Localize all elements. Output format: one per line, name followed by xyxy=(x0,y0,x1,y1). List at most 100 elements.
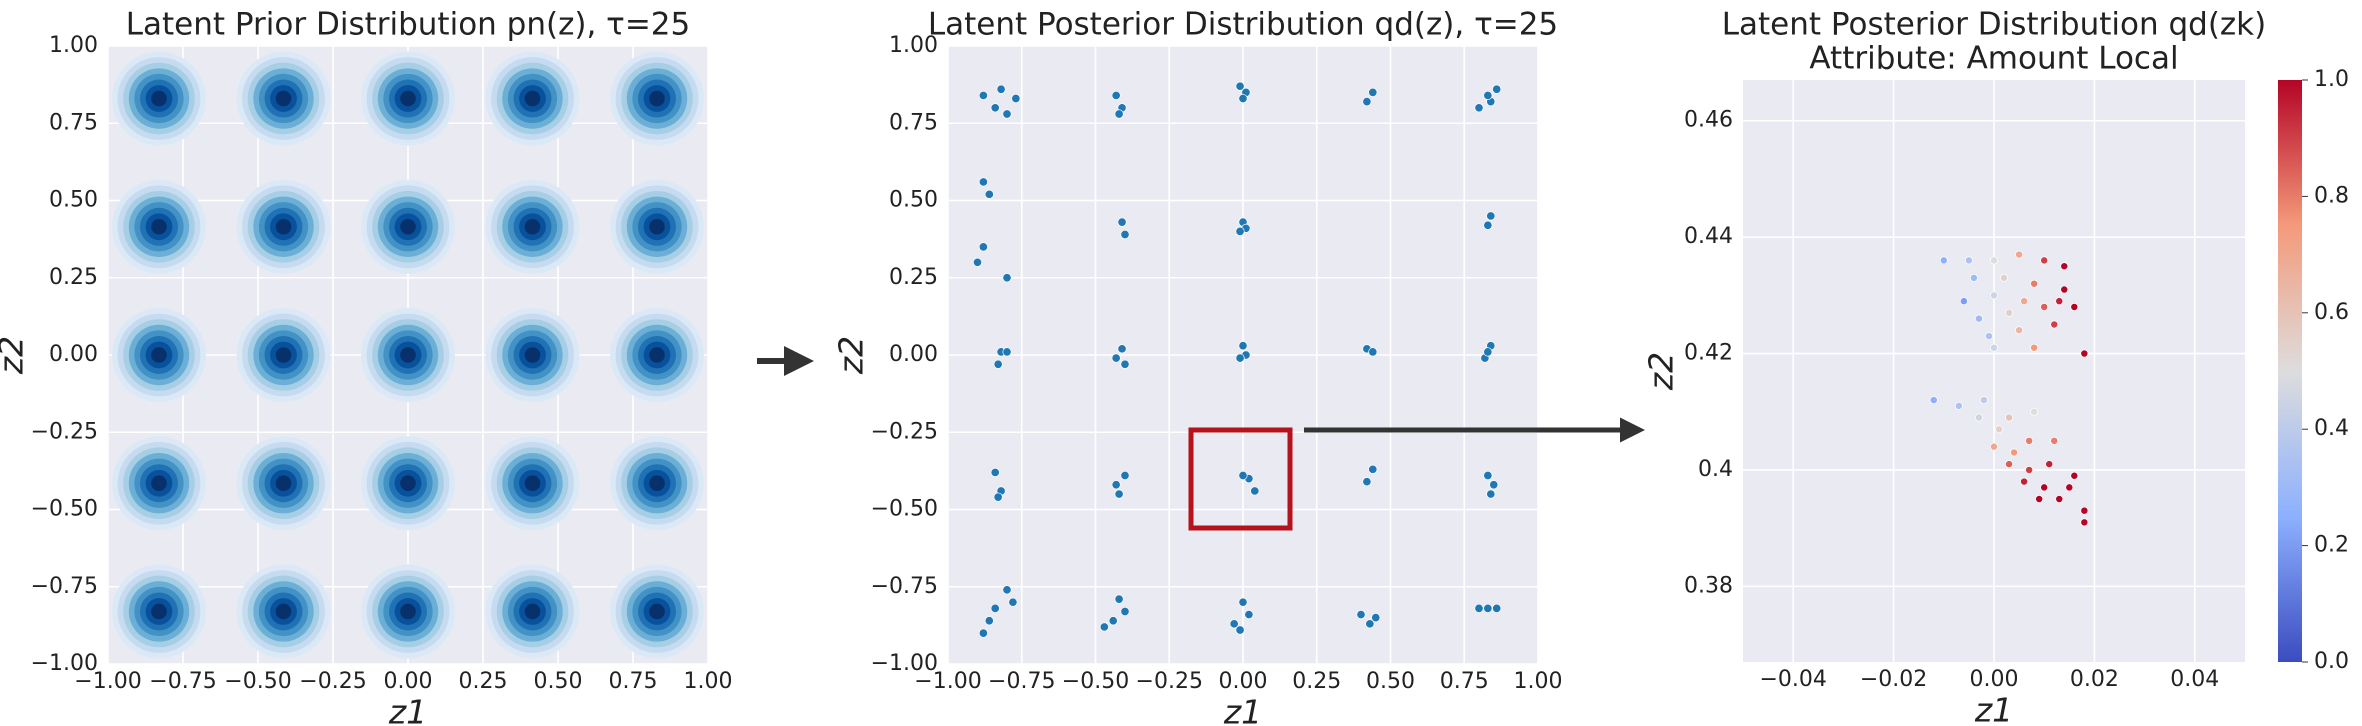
x-tick-label: −1.00 xyxy=(914,669,981,694)
contour xyxy=(361,51,455,146)
contour-level xyxy=(151,603,167,620)
point xyxy=(2025,465,2034,474)
contour-level xyxy=(400,475,416,492)
panel: −1.00 −0.75 −0.50 −0.25 0.00 0.25 0.50 0.75 1.00… xyxy=(0,7,732,726)
contour-level xyxy=(649,347,665,363)
contour xyxy=(112,179,206,274)
point xyxy=(1371,613,1381,623)
point xyxy=(2060,285,2069,294)
point xyxy=(1492,84,1502,94)
point xyxy=(2035,495,2044,503)
point xyxy=(2055,297,2064,306)
y-tick-label: −1.00 xyxy=(31,651,98,676)
point xyxy=(2015,250,2024,259)
point xyxy=(1108,616,1118,626)
contour xyxy=(610,564,704,659)
point xyxy=(1974,413,1983,422)
point xyxy=(1486,489,1496,499)
point xyxy=(993,359,1003,369)
point xyxy=(1929,396,1938,405)
point xyxy=(1238,341,1248,351)
point xyxy=(2030,343,2039,352)
contour xyxy=(112,51,206,146)
contour-level xyxy=(151,90,167,107)
x-tick-label: 0.02 xyxy=(2070,667,2119,692)
contour xyxy=(610,179,704,274)
point xyxy=(1959,297,1968,306)
contour xyxy=(236,179,331,274)
point xyxy=(1474,103,1484,113)
point xyxy=(990,603,1000,613)
point xyxy=(2070,471,2079,480)
point xyxy=(1111,353,1121,363)
point xyxy=(984,189,994,199)
colorbar-tick-label: 0.0 xyxy=(2314,649,2349,674)
y-tick-label: 0.44 xyxy=(1684,224,1733,249)
point xyxy=(2030,407,2039,416)
marks xyxy=(1929,250,2089,527)
contour xyxy=(610,308,704,402)
x-tick-label: −0.02 xyxy=(1860,667,1927,692)
point xyxy=(1238,597,1248,607)
x-tick-label: 0.04 xyxy=(2170,667,2219,692)
x-tick-label: −0.50 xyxy=(1062,669,1129,694)
point xyxy=(2040,256,2049,265)
point xyxy=(1235,625,1245,635)
point xyxy=(1964,256,1973,265)
y-tick-label: 1.00 xyxy=(889,33,938,58)
point xyxy=(1229,619,1239,629)
contour xyxy=(485,308,580,402)
point xyxy=(1483,220,1493,230)
point xyxy=(2080,349,2089,358)
point xyxy=(1483,347,1493,357)
contour xyxy=(485,179,580,274)
point xyxy=(1114,109,1124,119)
point xyxy=(1990,291,1998,300)
point xyxy=(2050,436,2059,445)
colorbar-tick-label: 0.2 xyxy=(2314,533,2349,558)
point xyxy=(2060,262,2069,271)
contour-level xyxy=(400,347,416,363)
point xyxy=(2030,279,2039,288)
y-tick-label: 0.4 xyxy=(1698,457,1733,482)
colorbar-tick-label: 1.0 xyxy=(2314,67,2349,92)
x-tick-label: 1.00 xyxy=(684,669,733,694)
point xyxy=(1486,211,1496,221)
contour xyxy=(236,308,331,402)
contour-level xyxy=(400,603,416,620)
x-tick-label: 0.00 xyxy=(384,669,433,694)
x-tick-label: 1.00 xyxy=(1514,669,1563,694)
x-axis-label: z1 xyxy=(1974,691,2013,726)
contour xyxy=(361,564,455,659)
y-tick-label: 0.75 xyxy=(49,110,98,135)
point xyxy=(1939,256,1948,265)
contour-level xyxy=(151,218,167,235)
point xyxy=(1111,90,1121,100)
point xyxy=(972,257,983,267)
point xyxy=(990,467,1000,477)
point xyxy=(1974,314,1983,323)
chart-title: Latent Posterior Distribution qd(zk) xyxy=(1722,7,2266,43)
contour xyxy=(361,179,455,274)
x-tick-label: −1.00 xyxy=(74,669,141,694)
y-tick-label: 0.42 xyxy=(1684,341,1733,366)
y-tick-label: −0.75 xyxy=(871,574,938,599)
x-tick-label: −0.04 xyxy=(1759,667,1826,692)
point xyxy=(1365,619,1375,629)
point xyxy=(1002,585,1012,595)
point xyxy=(1995,425,2003,434)
contour-level xyxy=(151,347,167,363)
contour xyxy=(610,51,704,146)
point xyxy=(1990,256,1998,265)
point xyxy=(978,90,988,100)
point xyxy=(1474,603,1484,613)
contour-level xyxy=(649,218,665,235)
point xyxy=(2020,297,2029,306)
point xyxy=(1985,332,1993,341)
point xyxy=(2050,320,2059,329)
y-axis-label: z2 xyxy=(832,336,871,375)
highlight-box xyxy=(1188,427,1293,531)
point xyxy=(996,84,1006,94)
contour-level xyxy=(275,90,292,107)
point xyxy=(2065,483,2074,492)
